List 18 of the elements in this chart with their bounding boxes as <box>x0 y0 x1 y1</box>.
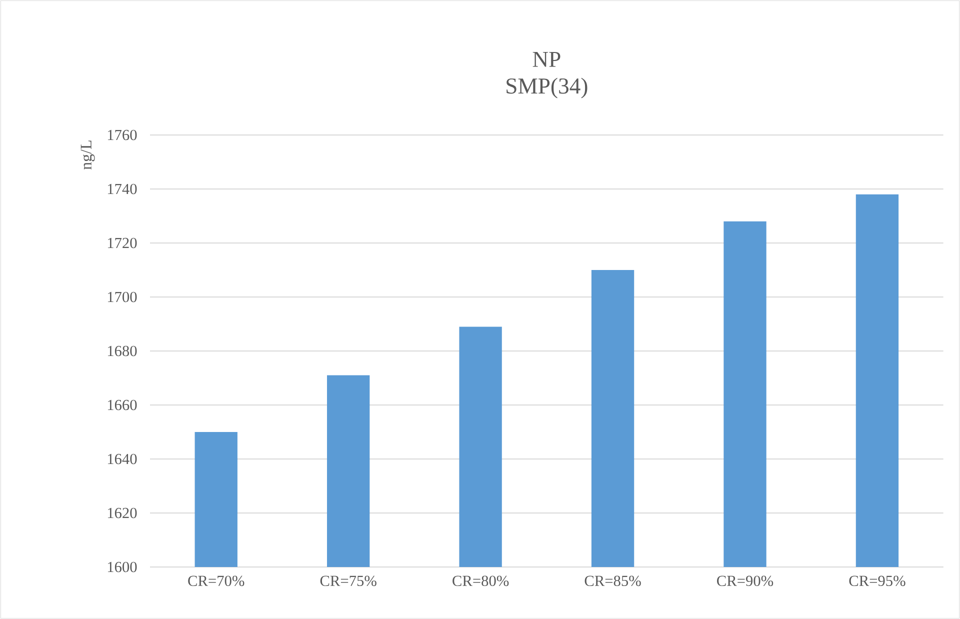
x-tick-label: CR=80% <box>452 576 509 586</box>
y-tick-label: 1720 <box>108 238 137 248</box>
y-tick-label: 1700 <box>108 292 137 302</box>
y-tick-label: 1740 <box>108 184 137 194</box>
y-tick-label: 1660 <box>108 400 137 410</box>
x-tick-label: CR=90% <box>717 576 774 586</box>
chart-subtitle: SMP(34) <box>506 78 588 98</box>
chart-title: NP <box>532 52 560 67</box>
x-tick-label: CR=95% <box>849 576 906 586</box>
x-tick-label: CR=75% <box>320 576 376 586</box>
y-tick-label: 1760 <box>108 130 137 140</box>
y-tick-label: 1680 <box>108 346 137 356</box>
x-tick-label: CR=85% <box>584 576 641 586</box>
y-axis-title: ng/L <box>80 140 95 170</box>
x-tick-label: CR=70% <box>188 576 244 586</box>
y-tick-label: 1640 <box>108 454 137 464</box>
y-tick-label: 1600 <box>108 562 137 572</box>
y-tick-label: 1620 <box>108 508 137 518</box>
